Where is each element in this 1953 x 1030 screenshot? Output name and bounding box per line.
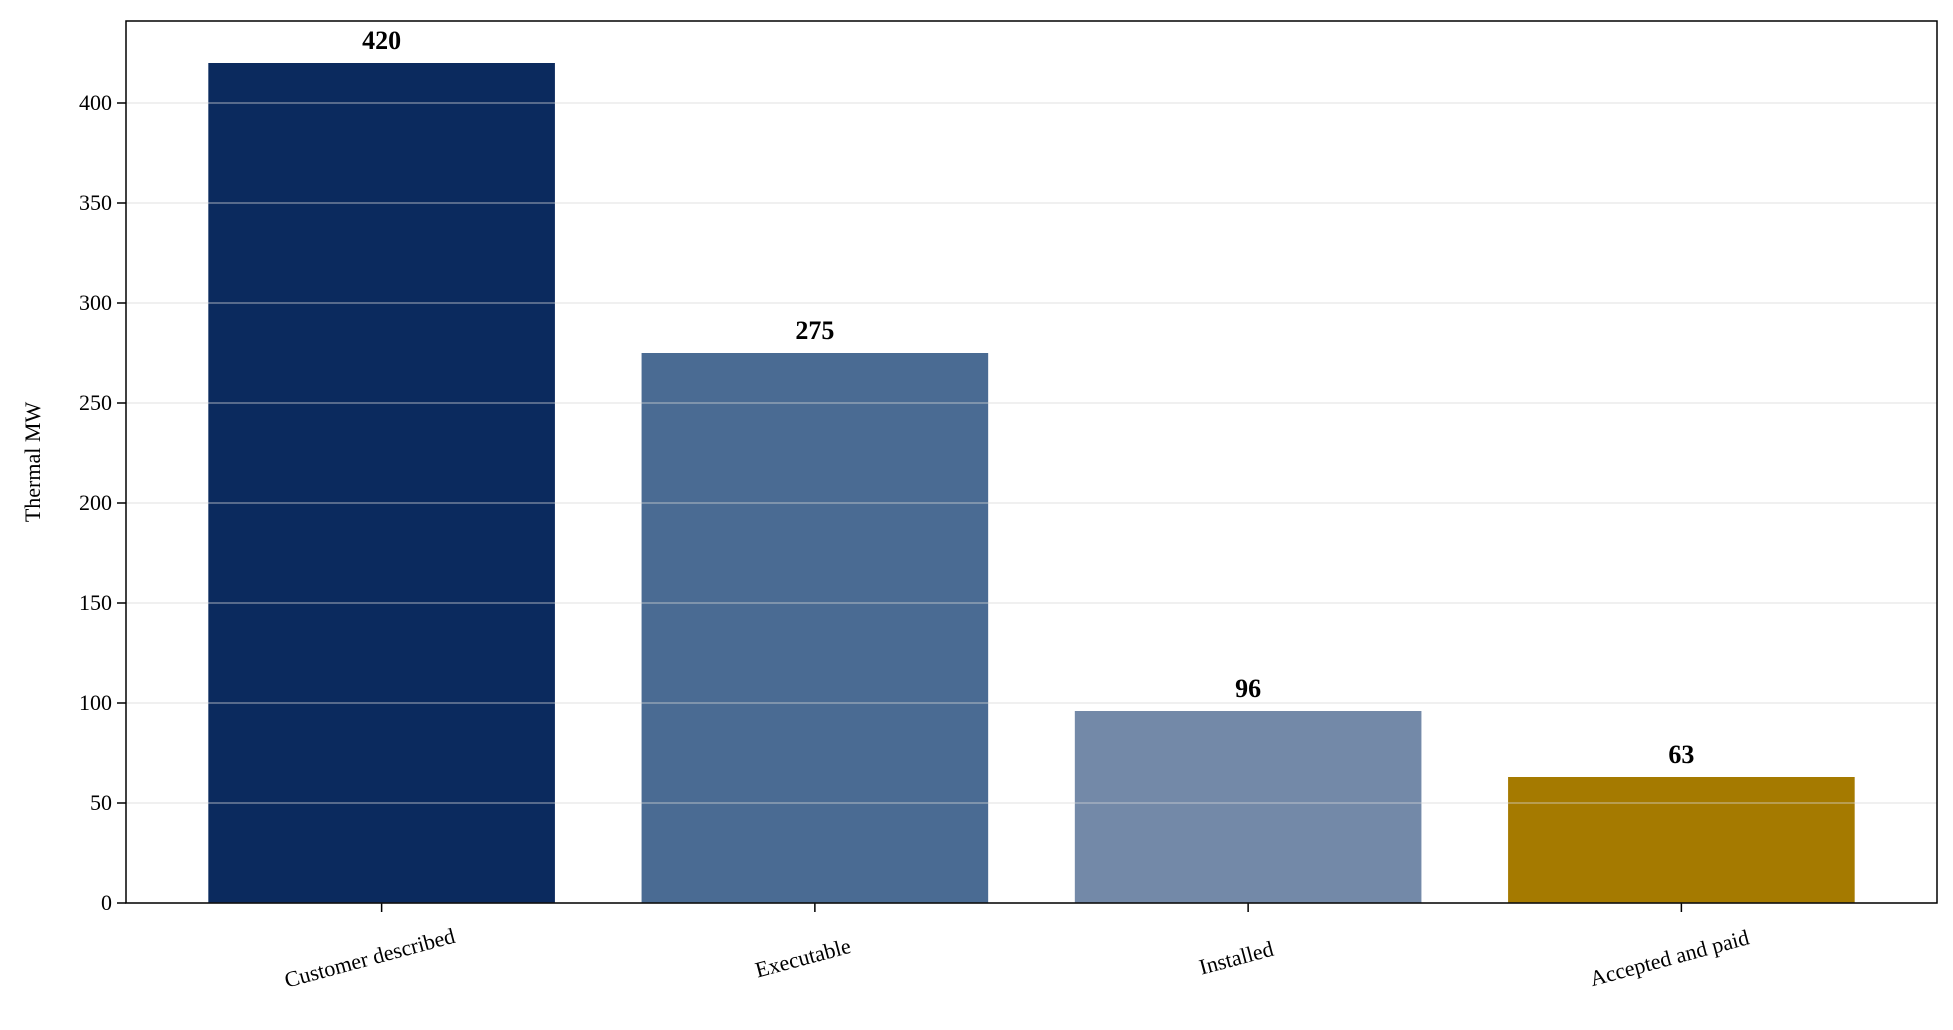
y-tick-label: 250: [79, 390, 112, 415]
y-tick-label: 50: [90, 790, 112, 815]
y-tick-label: 300: [79, 290, 112, 315]
x-tick-label: Customer described: [282, 923, 458, 993]
y-tick-label: 400: [79, 90, 112, 115]
bar: [1508, 777, 1855, 903]
x-tick-label: Executable: [752, 933, 853, 982]
y-tick-label: 350: [79, 190, 112, 215]
x-tick-label: Installed: [1196, 936, 1276, 980]
bar: [208, 63, 555, 903]
y-tick-label: 150: [79, 590, 112, 615]
y-axis-label: Thermal MW: [20, 402, 45, 523]
y-tick-label: 0: [101, 890, 112, 915]
value-label: 275: [795, 316, 834, 345]
value-label: 96: [1235, 674, 1261, 703]
x-tick-label: Accepted and paid: [1587, 924, 1752, 991]
y-tick-label: 100: [79, 690, 112, 715]
value-label: 63: [1668, 740, 1694, 769]
bar: [1074, 711, 1422, 903]
value-label: 420: [362, 26, 401, 55]
y-tick-label: 200: [79, 490, 112, 515]
bar: [641, 353, 989, 903]
plot-frame: [125, 20, 1938, 904]
